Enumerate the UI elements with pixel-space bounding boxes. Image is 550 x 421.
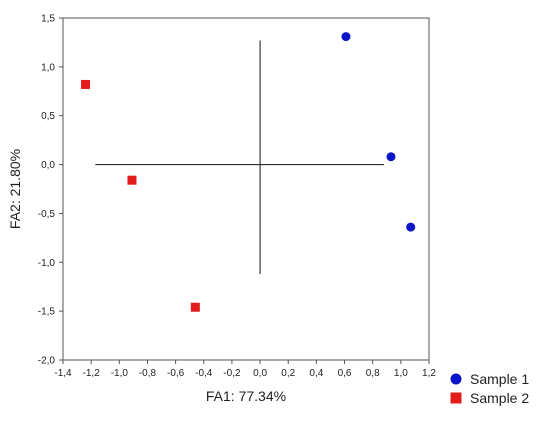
sample-1-point: [406, 222, 416, 232]
x-tick-label: -0,4: [195, 368, 213, 379]
y-tick-label: 1,5: [41, 14, 55, 25]
x-tick-label: -0,2: [223, 368, 241, 379]
x-axis: -1,4 -1,2 -1,0 -0,8 -0,6 -0,4 -0,2 0,0 0,2 0,4 0,6…: [54, 360, 436, 379]
sample-1-point: [341, 32, 351, 42]
legend-marker-sample-2: [450, 392, 462, 404]
x-tick-label: -1,2: [83, 368, 101, 379]
x-tick-label: 0,0: [253, 368, 267, 379]
x-tick-label: 0,4: [309, 368, 323, 379]
y-tick-label: 0,5: [41, 111, 55, 122]
y-tick-label: 1,0: [41, 62, 55, 73]
x-tick-label: 0,6: [338, 368, 352, 379]
y-axis-title: FA2: 21.80%: [7, 149, 23, 229]
data-points: [81, 32, 416, 312]
x-tick-label: 0,2: [281, 368, 295, 379]
sample-2-point: [127, 175, 137, 185]
legend-label-sample-2: Sample 2: [470, 390, 529, 406]
x-tick-label: -0,8: [139, 368, 157, 379]
x-tick-label: -1,4: [54, 368, 72, 379]
x-tick-label: -0,6: [167, 368, 185, 379]
x-tick-label: 1,2: [422, 368, 436, 379]
legend-label-sample-1: Sample 1: [470, 371, 529, 387]
sample-2-point: [81, 79, 91, 89]
y-tick-label: -1,5: [38, 307, 56, 318]
y-tick-label: -2,0: [38, 356, 56, 367]
y-tick-label: -0,5: [38, 209, 56, 220]
sample-2-point: [190, 302, 200, 312]
plot-frame: [62, 17, 430, 361]
reference-lines: [95, 40, 384, 275]
legend: Sample 1 Sample 2: [450, 371, 529, 406]
x-tick-label: 0,8: [366, 368, 380, 379]
x-tick-label: 1,0: [394, 368, 408, 379]
legend-marker-sample-1: [450, 373, 462, 385]
x-tick-label: -1,0: [111, 368, 129, 379]
x-axis-title: FA1: 77.34%: [206, 388, 286, 404]
sample-1-point: [386, 152, 396, 162]
y-tick-label: 0,0: [41, 160, 55, 171]
y-tick-label: -1,0: [38, 258, 56, 269]
y-axis: 1,5 1,0 0,5 0,0 -0,5 -1,0 -1,5 -2,0: [38, 14, 63, 367]
